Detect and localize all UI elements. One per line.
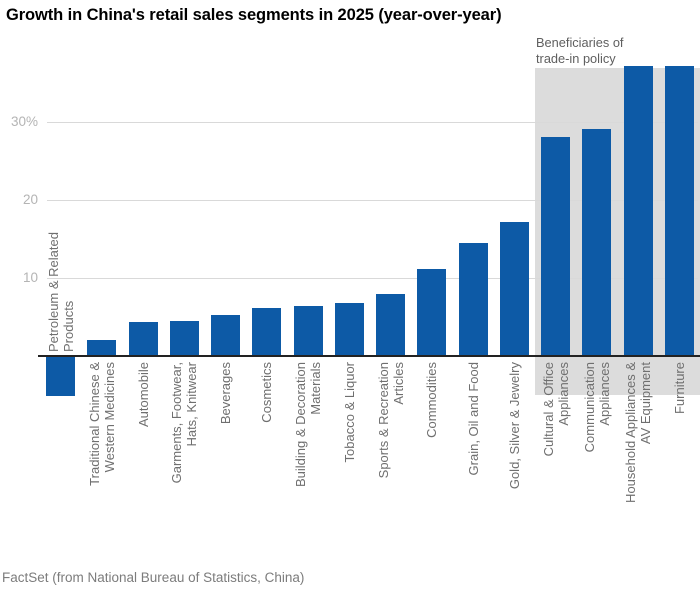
category-label: Cultural & Office Appliances xyxy=(540,362,571,457)
bar[interactable] xyxy=(128,322,158,356)
bar[interactable] xyxy=(623,65,653,356)
category-label: Commodities xyxy=(424,362,440,438)
category-label: Furniture xyxy=(671,362,687,415)
y-tick-label: 30% xyxy=(10,114,38,129)
category-label: Beverages xyxy=(218,362,234,425)
x-axis-line xyxy=(38,355,700,357)
bar[interactable] xyxy=(541,136,571,356)
category-label: Automobile xyxy=(135,362,151,428)
category-label: Building & Decoration Materials xyxy=(293,362,324,488)
bar[interactable] xyxy=(458,242,488,356)
gridline-30 xyxy=(47,122,698,123)
category-label: Sports & Recreation Articles xyxy=(375,362,406,479)
bar[interactable] xyxy=(87,339,117,356)
gridline-10 xyxy=(47,278,698,279)
y-tick-label: 20 xyxy=(22,192,38,207)
gridline-20 xyxy=(47,200,698,201)
bar[interactable] xyxy=(293,306,323,356)
bar[interactable] xyxy=(46,356,76,397)
category-label: Grain, Oil and Food xyxy=(465,362,481,476)
bar[interactable] xyxy=(582,129,612,356)
category-label: Petroleum & Related Products xyxy=(45,232,76,352)
bar[interactable] xyxy=(252,307,282,356)
category-label: Tobacco & Liquor xyxy=(341,362,357,463)
category-label: Traditional Chinese & Western Medicines xyxy=(86,362,117,486)
trade-in-policy-annotation: Beneficiaries of trade-in policy xyxy=(536,35,624,66)
category-label: Cosmetics xyxy=(259,362,275,423)
bar[interactable] xyxy=(499,221,529,356)
bar[interactable] xyxy=(376,294,406,356)
bar[interactable] xyxy=(169,320,199,356)
bar[interactable] xyxy=(334,302,364,356)
y-tick-label: 10 xyxy=(22,270,38,285)
bar[interactable] xyxy=(211,314,241,356)
category-label: Communication Appliances xyxy=(581,362,612,453)
category-label: Gold, Silver & Jewelry xyxy=(506,362,522,490)
bar[interactable] xyxy=(417,268,447,356)
source-note: FactSet (from National Bureau of Statist… xyxy=(2,570,305,585)
bar[interactable] xyxy=(664,65,694,356)
chart-title: Growth in China's retail sales segments … xyxy=(6,6,502,24)
category-label: Garments, Footwear, Hats, Knitwear xyxy=(169,362,200,484)
category-label: Household Appliances & AV Equipment xyxy=(623,362,654,503)
